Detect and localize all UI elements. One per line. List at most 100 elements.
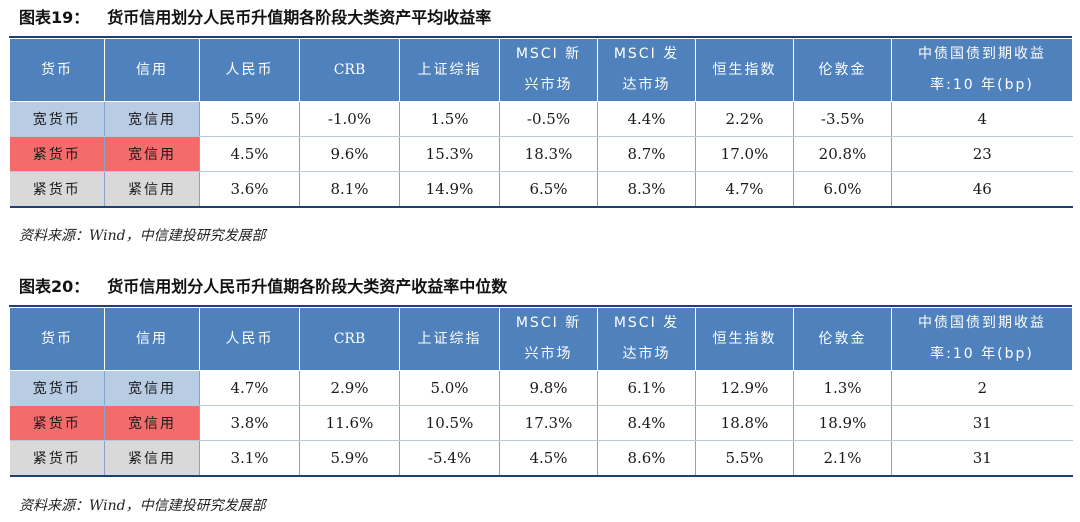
- col-header-rmb: 人民币: [199, 38, 300, 102]
- cell-rmb: 4.5%: [199, 136, 300, 172]
- cell-credit: 宽信用: [104, 101, 200, 137]
- cell-bond-yield: 31: [891, 440, 1073, 477]
- cell-credit: 紧信用: [104, 440, 200, 477]
- col-header-currency: 货币: [9, 307, 105, 371]
- cell-msci-em: 17.3%: [499, 405, 598, 441]
- cell-currency: 紧货币: [9, 136, 105, 172]
- cell-credit: 紧信用: [104, 171, 200, 208]
- cell-hang-seng: 12.9%: [695, 370, 794, 406]
- source-note: 资料来源：Wind，中信建投研究发展部: [19, 498, 266, 514]
- cell-bond-yield: 31: [891, 405, 1073, 441]
- cell-shanghai: 10.5%: [399, 405, 500, 441]
- cell-currency: 紧货币: [9, 405, 105, 441]
- cell-msci-dm: 8.4%: [597, 405, 696, 441]
- cell-gold: 18.9%: [793, 405, 892, 441]
- header-line: MSCI 发: [613, 46, 680, 62]
- col-header-msci-em: MSCI 新兴市场: [499, 38, 598, 102]
- cell-crb: 8.1%: [299, 171, 400, 208]
- cell-shanghai: 5.0%: [399, 370, 500, 406]
- col-header-hang-seng: 恒生指数: [695, 307, 794, 371]
- cell-msci-dm: 8.6%: [597, 440, 696, 477]
- table-row: 紧货币 宽信用 3.8% 11.6% 10.5% 17.3% 8.4% 18.8…: [9, 405, 1073, 441]
- cell-gold: 2.1%: [793, 440, 892, 477]
- cell-bond-yield: 46: [891, 171, 1073, 208]
- col-header-currency: 货币: [9, 38, 105, 102]
- cell-msci-dm: 8.7%: [597, 136, 696, 172]
- source-note: 资料来源：Wind，中信建投研究发展部: [19, 228, 266, 244]
- figure-number: 图表20：: [19, 277, 90, 296]
- header-line: 中债国债到期收益: [918, 315, 1046, 331]
- cell-shanghai: 15.3%: [399, 136, 500, 172]
- cell-msci-dm: 4.4%: [597, 101, 696, 137]
- cell-msci-dm: 8.3%: [597, 171, 696, 208]
- cell-rmb: 5.5%: [199, 101, 300, 137]
- cell-credit: 宽信用: [104, 405, 200, 441]
- col-header-hang-seng: 恒生指数: [695, 38, 794, 102]
- col-header-shanghai: 上证综指: [399, 307, 500, 371]
- cell-hang-seng: 2.2%: [695, 101, 794, 137]
- figure-caption: 货币信用划分人民币升值期各阶段大类资产收益率中位数: [107, 277, 508, 296]
- header-line: MSCI 新: [515, 315, 582, 331]
- cell-credit: 宽信用: [104, 136, 200, 172]
- cell-rmb: 3.8%: [199, 405, 300, 441]
- figure-caption: 货币信用划分人民币升值期各阶段大类资产平均收益率: [107, 8, 492, 27]
- header-row: 货币 信用 人民币 CRB 上证综指 MSCI 新兴市场 MSCI 发达市场 恒…: [9, 307, 1073, 371]
- figure-title: 图表19： 货币信用划分人民币升值期各阶段大类资产平均收益率: [19, 7, 491, 29]
- cell-rmb: 4.7%: [199, 370, 300, 406]
- figure-title: 图表20： 货币信用划分人民币升值期各阶段大类资产收益率中位数: [19, 276, 507, 298]
- cell-rmb: 3.1%: [199, 440, 300, 477]
- col-header-crb: CRB: [299, 38, 400, 102]
- header-line: 达市场: [622, 346, 671, 362]
- cell-gold: 1.3%: [793, 370, 892, 406]
- cell-hang-seng: 18.8%: [695, 405, 794, 441]
- col-header-msci-dm: MSCI 发达市场: [597, 307, 696, 371]
- col-header-bond-yield: 中债国债到期收益 率:10 年(bp): [891, 38, 1073, 102]
- table-row: 宽货币 宽信用 5.5% -1.0% 1.5% -0.5% 4.4% 2.2% …: [9, 101, 1073, 137]
- cell-hang-seng: 17.0%: [695, 136, 794, 172]
- cell-msci-dm: 6.1%: [597, 370, 696, 406]
- header-line: 达市场: [622, 77, 671, 93]
- cell-crb: -1.0%: [299, 101, 400, 137]
- cell-msci-em: 9.8%: [499, 370, 598, 406]
- cell-msci-em: 4.5%: [499, 440, 598, 477]
- cell-msci-em: 6.5%: [499, 171, 598, 208]
- col-header-gold: 伦敦金: [793, 38, 892, 102]
- cell-currency: 紧货币: [9, 171, 105, 208]
- col-header-msci-em: MSCI 新兴市场: [499, 307, 598, 371]
- cell-bond-yield: 2: [891, 370, 1073, 406]
- cell-hang-seng: 4.7%: [695, 171, 794, 208]
- header-line: MSCI 新: [515, 46, 582, 62]
- header-line: 率:10 年(bp): [930, 346, 1034, 362]
- col-header-crb: CRB: [299, 307, 400, 371]
- col-header-rmb: 人民币: [199, 307, 300, 371]
- cell-currency: 宽货币: [9, 101, 105, 137]
- header-line: 中债国债到期收益: [918, 46, 1046, 62]
- cell-rmb: 3.6%: [199, 171, 300, 208]
- header-line: 兴市场: [524, 77, 573, 93]
- table-row: 紧货币 宽信用 4.5% 9.6% 15.3% 18.3% 8.7% 17.0%…: [9, 136, 1073, 172]
- returns-table-median: 货币 信用 人民币 CRB 上证综指 MSCI 新兴市场 MSCI 发达市场 恒…: [9, 307, 1073, 477]
- cell-msci-em: 18.3%: [499, 136, 598, 172]
- header-line: 兴市场: [524, 346, 573, 362]
- cell-crb: 9.6%: [299, 136, 400, 172]
- col-header-shanghai: 上证综指: [399, 38, 500, 102]
- table-top-rule: [9, 305, 1072, 307]
- table-row: 宽货币 宽信用 4.7% 2.9% 5.0% 9.8% 6.1% 12.9% 1…: [9, 370, 1073, 406]
- col-header-bond-yield: 中债国债到期收益 率:10 年(bp): [891, 307, 1073, 371]
- cell-gold: -3.5%: [793, 101, 892, 137]
- table-top-rule: [9, 36, 1072, 38]
- col-header-credit: 信用: [104, 307, 200, 371]
- cell-credit: 宽信用: [104, 370, 200, 406]
- cell-currency: 宽货币: [9, 370, 105, 406]
- col-header-gold: 伦敦金: [793, 307, 892, 371]
- cell-shanghai: -5.4%: [399, 440, 500, 477]
- table-row: 紧货币 紧信用 3.6% 8.1% 14.9% 6.5% 8.3% 4.7% 6…: [9, 171, 1073, 208]
- cell-crb: 2.9%: [299, 370, 400, 406]
- cell-bond-yield: 4: [891, 101, 1073, 137]
- cell-hang-seng: 5.5%: [695, 440, 794, 477]
- header-line: 率:10 年(bp): [930, 77, 1034, 93]
- cell-currency: 紧货币: [9, 440, 105, 477]
- cell-crb: 5.9%: [299, 440, 400, 477]
- col-header-credit: 信用: [104, 38, 200, 102]
